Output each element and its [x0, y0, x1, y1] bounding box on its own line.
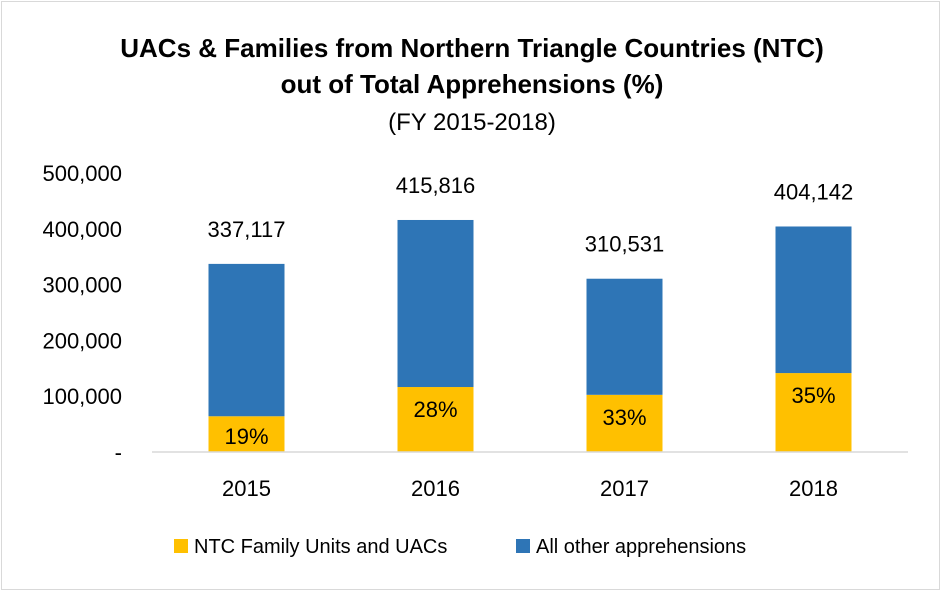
bar-other-2015 — [208, 263, 285, 417]
bar-ntc-2015 — [208, 416, 285, 452]
x-axis: 2015 2016 2017 2018 — [222, 476, 838, 501]
y-tick-label: 400,000 — [42, 217, 122, 242]
y-tick-label: 500,000 — [42, 161, 122, 186]
total-label-2018: 404,142 — [774, 179, 854, 204]
bar-other-2017 — [586, 278, 663, 395]
bar-ntc-2016 — [397, 387, 474, 452]
pct-label-2017: 33% — [602, 405, 646, 430]
pct-label-2015: 19% — [224, 424, 268, 449]
chart-subtitle: (FY 2015-2018) — [388, 109, 556, 136]
legend-label-ntc: NTC Family Units and UACs — [194, 536, 447, 558]
y-tick-label: - — [115, 440, 122, 465]
x-tick-label-2015: 2015 — [222, 476, 271, 501]
x-tick-label-2017: 2017 — [600, 476, 649, 501]
legend-swatch-ntc — [174, 539, 188, 553]
legend-label-other: All other apprehensions — [536, 536, 746, 558]
pct-label-2016: 28% — [413, 397, 457, 422]
total-label-2016: 415,816 — [396, 173, 476, 198]
pct-label-2018: 35% — [791, 383, 835, 408]
bar-ntc-2018 — [775, 373, 852, 452]
bar-ntc-2017 — [586, 394, 663, 452]
total-label-2017: 310,531 — [585, 232, 665, 257]
bars-group: 19% 337,117 28% 415,816 33% 310,531 35% 404,142 — [208, 173, 854, 452]
chart-title-line1: UACs & Families from Northern Triangle C… — [120, 33, 824, 63]
y-tick-label: 300,000 — [42, 273, 122, 298]
legend-swatch-other — [516, 539, 530, 553]
bar-other-2016 — [397, 219, 474, 388]
legend: NTC Family Units and UACs All other appre… — [174, 536, 746, 558]
x-tick-label-2018: 2018 — [789, 476, 838, 501]
x-tick-label-2016: 2016 — [411, 476, 460, 501]
bar-other-2018 — [775, 226, 852, 374]
y-tick-label: 100,000 — [42, 384, 122, 409]
y-tick-label: 200,000 — [42, 328, 122, 353]
chart-title-line2: out of Total Apprehensions (%) — [281, 69, 664, 99]
total-label-2015: 337,117 — [208, 217, 286, 242]
y-axis: - 100,000 200,000 300,000 400,000 500,000 — [42, 161, 122, 465]
